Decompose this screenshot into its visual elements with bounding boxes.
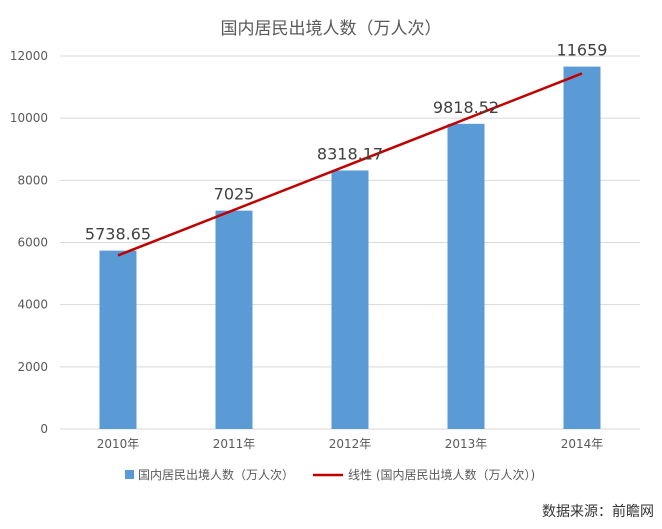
data-label: 11659 <box>557 41 608 60</box>
y-tick-label: 8000 <box>17 173 48 187</box>
trendline-layer <box>117 72 583 257</box>
source-note: 数据来源：前瞻网 <box>542 503 654 520</box>
x-tick-label: 2013年 <box>445 437 488 451</box>
chart-title: 国内居民出境人数（万人次） <box>221 19 442 39</box>
data-label: 8318.17 <box>317 144 383 163</box>
x-axis-ticks: 2010年 2011年 2012年 2013年 2014年 <box>97 437 604 451</box>
bar <box>99 250 137 429</box>
legend-bar-label: 国内居民出境人数（万人次） <box>138 467 294 482</box>
y-tick-label: 10000 <box>10 111 48 125</box>
y-tick-label: 12000 <box>10 49 48 63</box>
x-tick-label: 2010年 <box>97 437 140 451</box>
bar <box>563 66 601 429</box>
data-label: 9818.52 <box>433 98 499 117</box>
bar <box>447 123 485 429</box>
y-tick-label: 4000 <box>17 298 48 312</box>
trendline <box>117 72 583 257</box>
x-tick-label: 2014年 <box>561 437 604 451</box>
data-label: 7025 <box>214 185 255 204</box>
x-tick-label: 2012年 <box>329 437 372 451</box>
x-tick-label: 2011年 <box>213 437 256 451</box>
y-tick-label: 6000 <box>17 236 48 250</box>
y-axis-ticks: 0 2000 4000 6000 8000 10000 12000 <box>10 49 48 436</box>
data-label-layer: 5738.65 7025 8318.17 9818.52 11659 <box>85 41 608 244</box>
y-tick-label: 2000 <box>17 360 48 374</box>
bar <box>215 210 253 429</box>
legend: 国内居民出境人数（万人次） 线性 (国内居民出境人数（万人次）) <box>125 467 535 482</box>
legend-trendline-label: 线性 (国内居民出境人数（万人次）) <box>348 467 535 482</box>
bar-layer <box>99 66 601 429</box>
bar <box>331 170 369 429</box>
y-tick-label: 0 <box>40 422 48 436</box>
legend-bar-swatch <box>125 470 134 479</box>
data-label: 5738.65 <box>85 225 151 244</box>
